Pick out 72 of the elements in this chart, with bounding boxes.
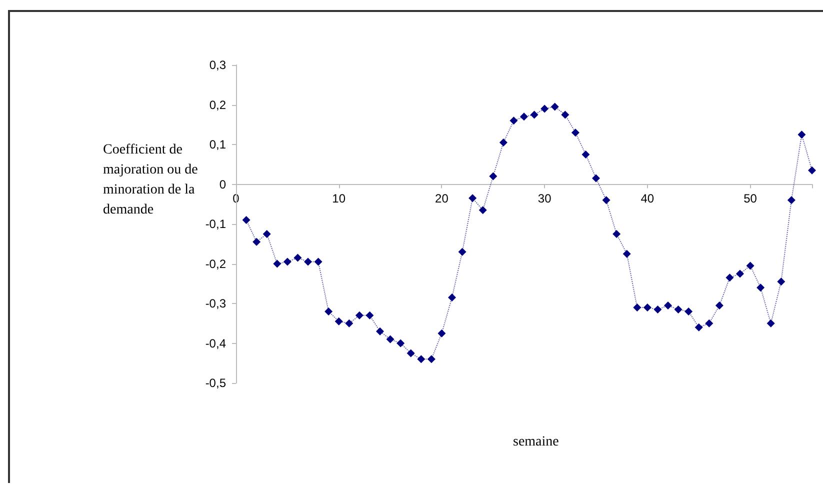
point <box>756 284 765 292</box>
point <box>314 258 322 266</box>
point <box>468 194 477 202</box>
y-tick-label: -0,1 <box>205 217 226 231</box>
point <box>746 262 754 270</box>
point <box>694 323 703 332</box>
point <box>458 248 466 256</box>
point <box>478 206 487 214</box>
point <box>334 317 343 326</box>
point <box>355 311 364 320</box>
x-tick-label: 50 <box>744 191 758 206</box>
point <box>633 303 642 312</box>
point <box>798 130 806 139</box>
x-tick-label: 20 <box>435 191 449 206</box>
point <box>592 174 600 182</box>
point <box>489 172 498 180</box>
point <box>550 102 559 111</box>
point <box>808 166 816 174</box>
point <box>366 311 374 320</box>
point <box>643 303 652 312</box>
point <box>602 196 610 204</box>
y-tick-label: -0,4 <box>205 336 226 350</box>
point <box>345 319 354 328</box>
point <box>705 319 714 328</box>
point <box>294 254 302 262</box>
point <box>664 301 672 310</box>
point <box>715 301 724 310</box>
point <box>376 327 384 336</box>
point <box>561 110 570 119</box>
point <box>283 258 292 266</box>
point <box>726 274 734 282</box>
point <box>510 116 518 125</box>
point <box>324 307 333 316</box>
point <box>582 150 590 158</box>
point <box>766 319 775 328</box>
y-tick-label: 0 <box>219 177 226 192</box>
point <box>242 216 250 224</box>
point <box>736 270 744 278</box>
point <box>674 305 682 314</box>
x-axis-title: semaine <box>513 434 559 450</box>
point <box>448 294 456 302</box>
point <box>520 112 528 121</box>
point <box>252 238 261 246</box>
point <box>622 250 631 258</box>
y-axis-title: Coefficient de majoration ou de minoration de la demande <box>103 142 202 218</box>
y-tick-label: 0,1 <box>209 138 226 152</box>
point <box>417 355 426 364</box>
y-tick-label: -0,5 <box>205 376 226 390</box>
point <box>787 196 796 204</box>
point <box>777 278 786 286</box>
point <box>612 230 621 238</box>
point <box>499 138 508 147</box>
y-tick-label: -0,3 <box>205 296 226 310</box>
point <box>427 355 436 364</box>
point <box>386 335 394 344</box>
point <box>438 329 446 338</box>
point <box>684 307 693 316</box>
point <box>396 339 405 348</box>
point <box>530 110 538 119</box>
y-tick-label: 0,2 <box>209 98 226 112</box>
point <box>571 128 580 137</box>
x-tick-label: 40 <box>640 191 654 206</box>
point <box>654 305 662 314</box>
y-tick-label: -0,2 <box>205 256 226 271</box>
y-tick-label: 0,3 <box>209 58 226 72</box>
point <box>262 230 271 238</box>
point <box>304 258 312 266</box>
point <box>406 349 415 358</box>
x-tick-label: 10 <box>332 191 346 206</box>
point <box>273 260 282 268</box>
point <box>540 104 549 113</box>
x-tick-label: 30 <box>538 191 552 206</box>
